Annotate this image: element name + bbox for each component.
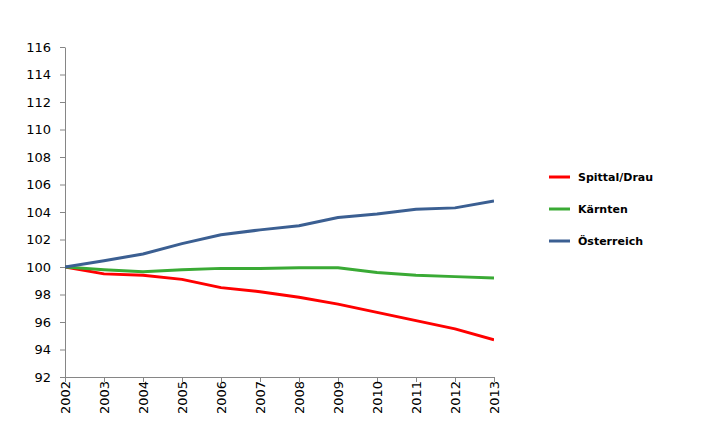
y-tick-mark — [60, 377, 65, 378]
y-tick: 110 — [26, 122, 65, 137]
y-tick-label: 106 — [26, 177, 51, 192]
lines — [65, 201, 494, 340]
y-tick: 108 — [26, 150, 65, 165]
y-axis-line — [65, 48, 66, 378]
y-tick: 106 — [26, 177, 65, 192]
x-tick-label: 2010 — [370, 381, 385, 414]
y-tick: 98 — [34, 287, 65, 302]
x-tick-label: 2013 — [487, 381, 502, 414]
y-tick-mark — [60, 185, 65, 186]
x-tick-label: 2012 — [448, 381, 463, 414]
plot: 9294969810010210410610811011211411620022… — [26, 40, 502, 414]
legend-item: Spittal/Drau — [549, 171, 653, 184]
y-tick: 96 — [34, 315, 65, 330]
x-axis-line — [66, 377, 495, 378]
x-tick: 2012 — [448, 377, 463, 414]
y-tick-label: 116 — [26, 40, 51, 55]
y-axis: 92 94 96 98 100 102 104 106 108 110 112 114 116 — [26, 40, 65, 385]
x-tick: 2003 — [97, 377, 112, 414]
x-tick: 2006 — [214, 377, 229, 414]
y-tick-label: 94 — [34, 342, 51, 357]
y-tick-mark — [60, 295, 65, 296]
x-tick-label: 2008 — [292, 381, 307, 414]
y-tick: 104 — [26, 205, 65, 220]
legend-swatch — [549, 240, 570, 243]
x-tick: 2008 — [292, 377, 307, 414]
y-tick-mark — [60, 350, 65, 351]
x-tick: 2009 — [331, 377, 346, 414]
legend-label: Kärnten — [578, 203, 628, 216]
legend-swatch — [549, 208, 570, 211]
legend-item: Kärnten — [549, 203, 628, 216]
y-tick-mark — [60, 157, 65, 158]
x-tick: 2004 — [136, 377, 151, 414]
y-tick: 116 — [26, 40, 65, 55]
y-tick-mark — [60, 130, 65, 131]
chart: 9294969810010210410610811011211411620022… — [0, 0, 714, 432]
x-tick-label: 2005 — [175, 381, 190, 414]
x-tick: 2002 — [58, 377, 73, 414]
y-tick-mark — [60, 102, 65, 103]
y-tick-label: 108 — [26, 150, 51, 165]
y-tick-mark — [60, 47, 65, 48]
series-line — [65, 267, 494, 278]
y-tick-label: 112 — [26, 95, 51, 110]
legend-label: Österreich — [578, 234, 643, 248]
y-tick-mark — [60, 240, 65, 241]
x-tick-label: 2003 — [97, 381, 112, 414]
x-tick: 2011 — [409, 377, 424, 414]
y-tick-mark — [60, 267, 65, 268]
y-tick-label: 102 — [26, 232, 51, 247]
x-tick-label: 2002 — [58, 381, 73, 414]
y-tick: 102 — [26, 232, 65, 247]
y-tick-label: 96 — [34, 315, 51, 330]
x-tick-label: 2009 — [331, 381, 346, 414]
y-tick: 114 — [26, 67, 65, 82]
series-line — [65, 267, 494, 340]
x-tick: 2010 — [370, 377, 385, 414]
x-tick-label: 2004 — [136, 381, 151, 414]
y-tick-mark — [60, 75, 65, 76]
y-tick-mark — [60, 212, 65, 213]
x-tick-label: 2011 — [409, 381, 424, 414]
y-tick-label: 114 — [26, 67, 51, 82]
y-tick: 94 — [34, 342, 65, 357]
x-tick: 2013 — [487, 377, 502, 414]
y-tick-label: 104 — [26, 205, 51, 220]
y-tick: 100 — [26, 260, 65, 275]
x-axis: 2002 2003 2004 2005 2006 2007 2008 2009 2010 2011… — [58, 377, 502, 414]
x-tick-label: 2006 — [214, 381, 229, 414]
y-tick-label: 100 — [26, 260, 51, 275]
y-tick-label: 92 — [34, 370, 51, 385]
legend-label: Spittal/Drau — [578, 171, 653, 184]
legend-swatch — [549, 176, 570, 179]
y-tick: 112 — [26, 95, 65, 110]
x-tick: 2005 — [175, 377, 190, 414]
legend: Spittal/Drau Kärnten Österreich — [549, 171, 653, 248]
series-line — [65, 201, 494, 267]
legend-item: Österreich — [549, 234, 643, 248]
y-tick-label: 110 — [26, 122, 51, 137]
x-tick: 2007 — [253, 377, 268, 414]
y-tick-label: 98 — [34, 287, 51, 302]
x-tick-label: 2007 — [253, 381, 268, 414]
y-tick-mark — [60, 322, 65, 323]
